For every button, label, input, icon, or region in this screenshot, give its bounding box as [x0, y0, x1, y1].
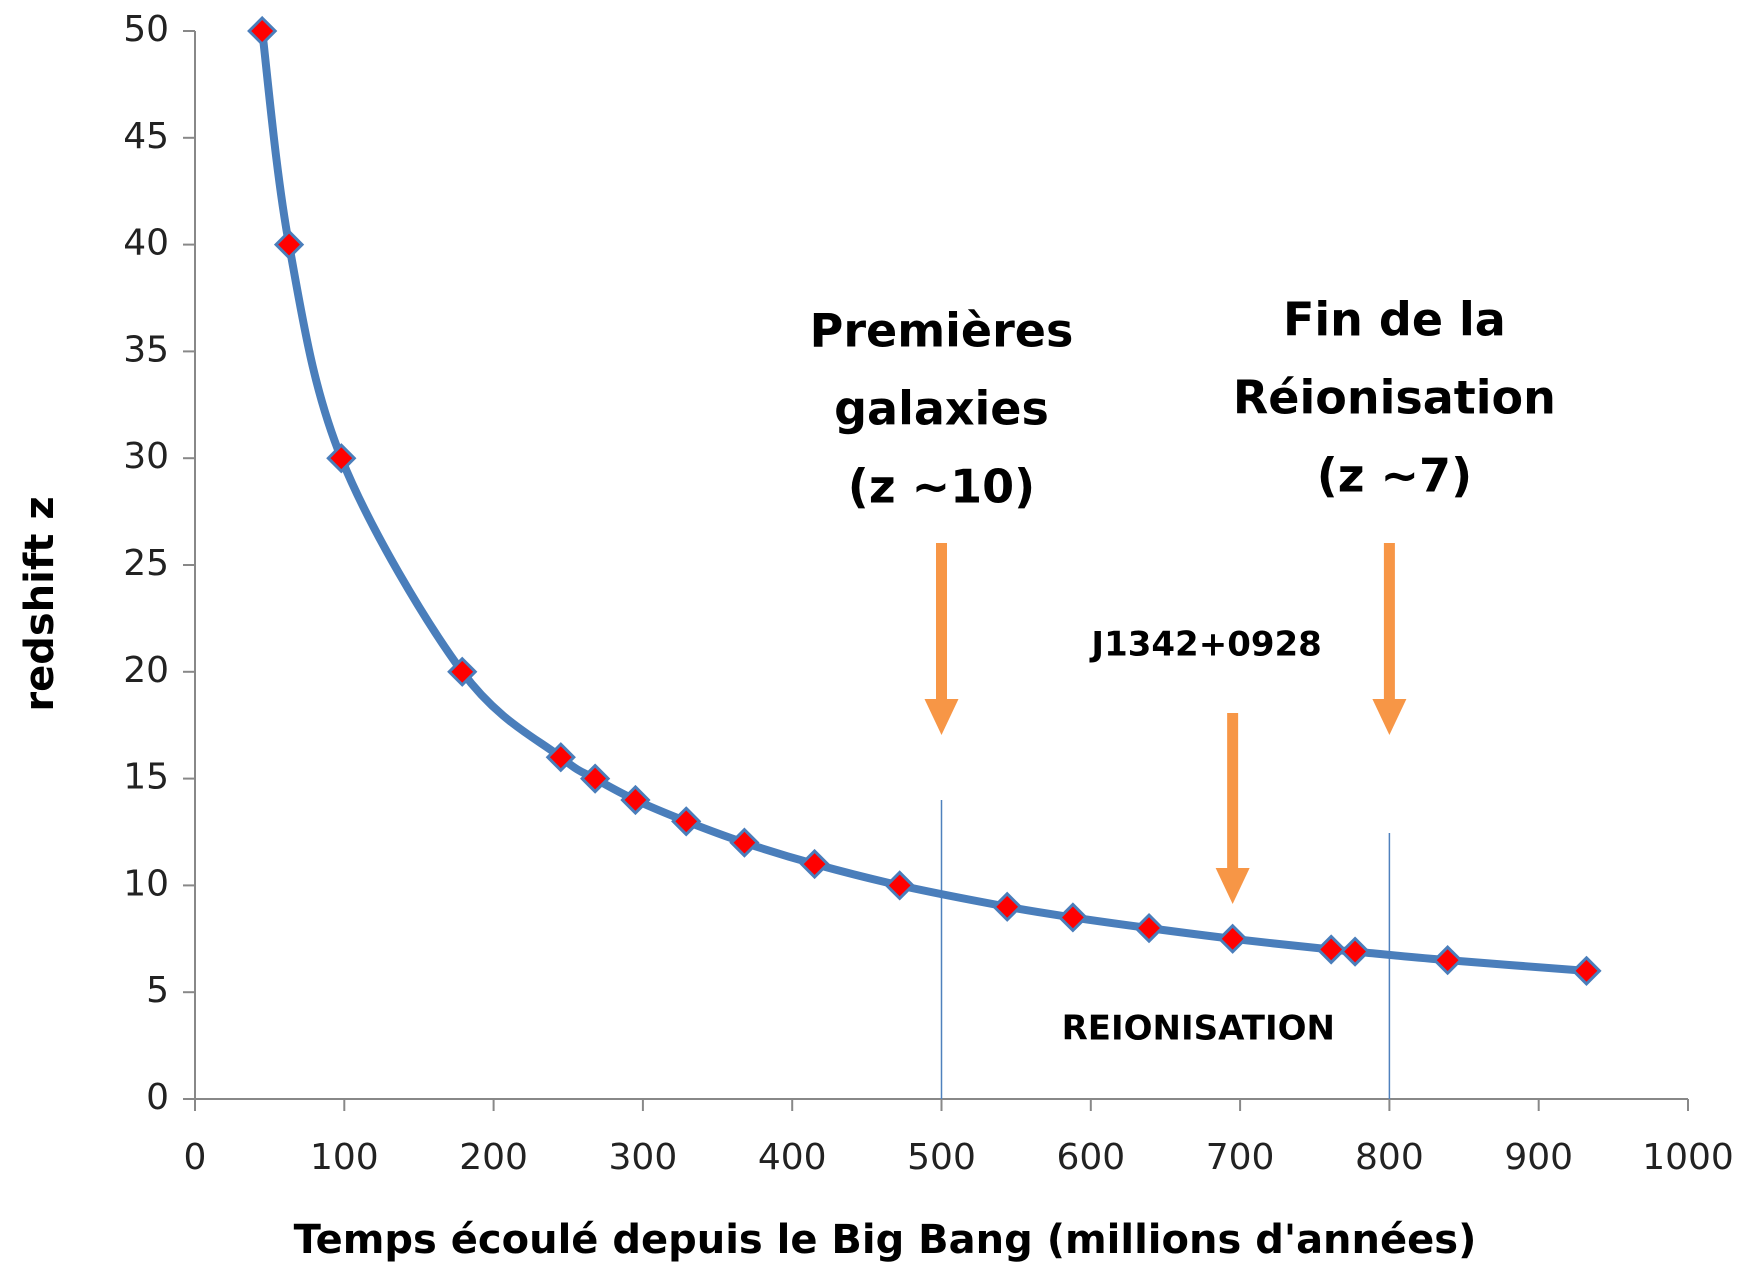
arrow-head — [924, 699, 959, 735]
marker — [1339, 936, 1371, 967]
x-tick-label: 200 — [459, 1137, 528, 1178]
x-tick-label: 0 — [184, 1137, 207, 1178]
y-tick-label: 10 — [123, 863, 169, 904]
annotation-text: (z ~7) — [1317, 449, 1472, 503]
x-tick-label: 800 — [1355, 1137, 1424, 1178]
marker — [326, 443, 357, 474]
marker — [247, 15, 278, 47]
y-tick-label: 15 — [123, 757, 169, 798]
marker — [1057, 902, 1089, 933]
y-axis-label: redshift z — [17, 496, 63, 711]
y-tick-label: 0 — [146, 1077, 169, 1118]
annotation-text: Fin de la — [1283, 293, 1506, 347]
marker — [1571, 955, 1602, 986]
y-tick-label: 5 — [146, 970, 169, 1011]
annotation-text: J1342+0928 — [1089, 625, 1321, 665]
x-tick-label: 500 — [907, 1137, 976, 1178]
annotation-text: Réionisation — [1233, 371, 1556, 425]
marker — [447, 656, 478, 687]
x-axis-label: Temps écoulé depuis le Big Bang (million… — [294, 1217, 1477, 1263]
annotation-text: (z ~10) — [848, 460, 1035, 514]
marker — [545, 742, 576, 773]
marker — [671, 806, 702, 837]
marker — [273, 229, 305, 260]
y-tick-label: 30 — [123, 436, 169, 477]
marker — [1316, 934, 1347, 965]
y-tick-label: 45 — [123, 116, 169, 157]
y-tick-label: 20 — [123, 650, 169, 691]
x-tick-label: 300 — [609, 1137, 678, 1178]
annotation-text: REIONISATION — [1062, 1009, 1335, 1049]
arrow-head — [1372, 699, 1407, 735]
y-tick-label: 25 — [123, 543, 169, 584]
x-tick-label: 600 — [1056, 1137, 1125, 1178]
marker — [1217, 923, 1248, 954]
marker — [1133, 912, 1165, 944]
marker — [1432, 945, 1463, 976]
annotation-text: galaxies — [834, 382, 1049, 436]
marker — [799, 848, 830, 880]
x-tick-label: 900 — [1504, 1137, 1573, 1178]
arrow-head — [1215, 868, 1250, 904]
marker — [729, 827, 760, 858]
y-tick-label: 40 — [123, 223, 169, 264]
x-tick-label: 1000 — [1642, 1137, 1734, 1178]
marker — [992, 891, 1023, 922]
y-tick-label: 35 — [123, 329, 169, 370]
marker — [620, 784, 651, 816]
x-tick-label: 100 — [310, 1137, 379, 1178]
x-tick-label: 400 — [758, 1137, 827, 1178]
annotation-text: Premières — [810, 304, 1074, 358]
x-tick-label: 700 — [1206, 1137, 1275, 1178]
marker — [884, 870, 915, 901]
y-tick-label: 50 — [123, 9, 169, 50]
marker — [580, 763, 611, 794]
